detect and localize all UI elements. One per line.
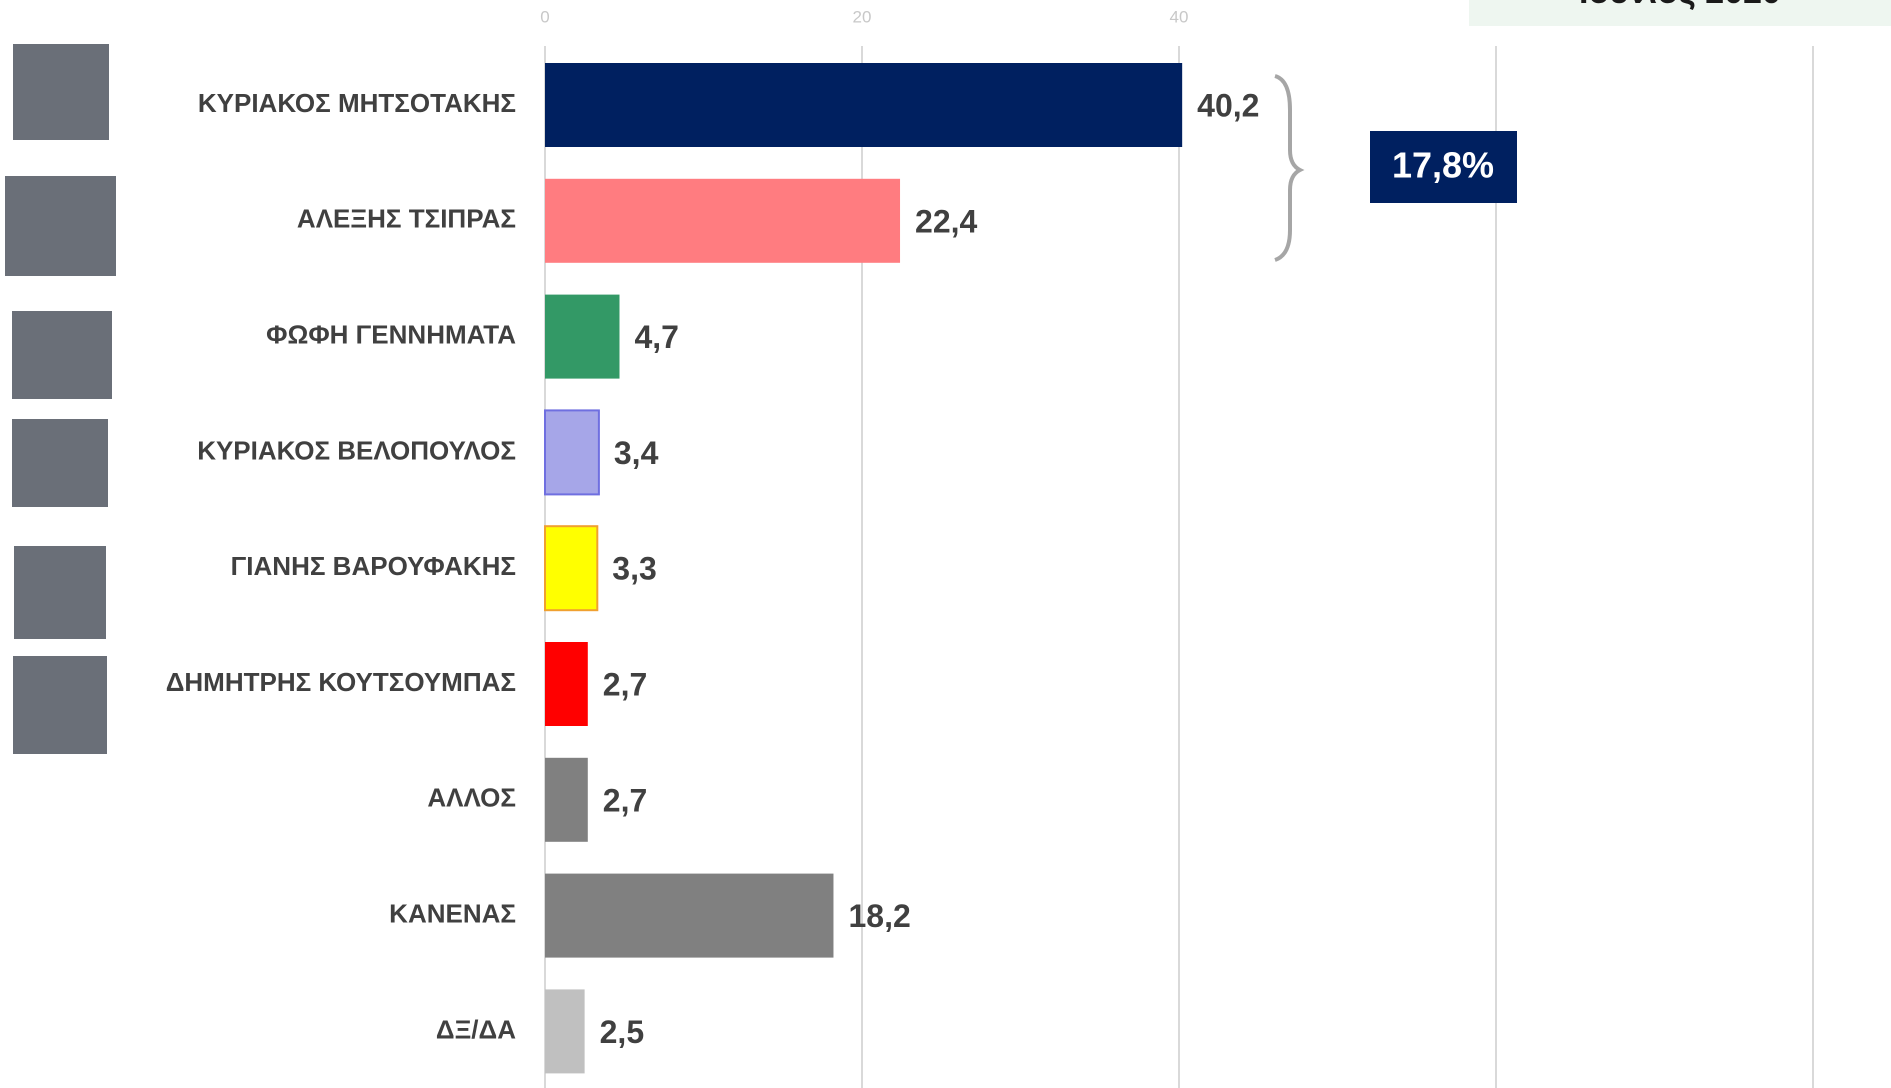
bar <box>545 294 620 379</box>
bar <box>545 873 834 958</box>
photo <box>14 546 106 639</box>
category-label: ΚΥΡΙΑΚΟΣ ΒΕΛΟΠΟΥΛΟΣ <box>197 435 516 465</box>
category-label: ΚΑΝΕΝΑΣ <box>389 898 516 928</box>
category-label: ΔΞ/ΔΑ <box>436 1014 516 1044</box>
category-label: ΑΛΕΞΗΣ ΤΣΙΠΡΑΣ <box>297 204 516 234</box>
photo <box>12 419 108 507</box>
bar <box>544 409 600 496</box>
photo <box>5 176 116 276</box>
category-label: ΑΛΛΟΣ <box>427 783 516 813</box>
photo <box>13 656 107 754</box>
category-label: ΚΥΡΙΑΚΟΣ ΜΗΤΣΟΤΑΚΗΣ <box>198 88 516 118</box>
value-label: 22,4 <box>915 203 977 239</box>
value-label: 3,3 <box>612 551 656 587</box>
bar <box>545 63 1183 147</box>
x-tick-label: 0 <box>540 7 549 26</box>
value-label: 2,7 <box>603 782 647 818</box>
annotation: 17,8% <box>1392 145 1494 186</box>
annotation-box <box>1370 131 1517 203</box>
title-box <box>1469 0 1891 26</box>
value-label: 40,2 <box>1197 87 1259 123</box>
category-label: ΦΩΦΗ ΓΕΝΝΗΜΑΤΑ <box>266 319 516 349</box>
category-label: ΔΗΜΗΤΡΗΣ ΚΟΥΤΣΟΥΜΠΑΣ <box>166 667 516 697</box>
bar <box>545 178 901 263</box>
category-label: ΓΙΑΝΗΣ ΒΑΡΟΥΦΑΚΗΣ <box>231 551 516 581</box>
chart-title: Ιούνιος 2020 <box>1579 0 1781 11</box>
bar <box>544 525 599 612</box>
bar <box>545 757 588 842</box>
photo <box>12 311 112 399</box>
value-label: 4,7 <box>634 319 678 355</box>
value-label: 18,2 <box>848 898 910 934</box>
x-tick-label: 20 <box>853 7 872 26</box>
x-tick-label: 40 <box>1170 7 1189 26</box>
bar <box>545 642 588 726</box>
value-label: 3,4 <box>614 435 659 471</box>
bar <box>545 989 585 1074</box>
value-label: 2,7 <box>603 666 647 702</box>
value-label: 2,5 <box>600 1014 644 1050</box>
brace <box>1274 74 1305 262</box>
photo <box>13 44 109 140</box>
